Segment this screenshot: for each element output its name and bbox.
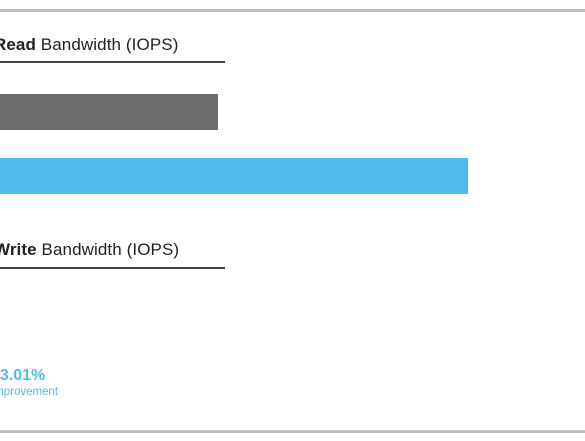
read-improved-bar bbox=[0, 158, 468, 194]
read-improvement-value: 114.57% bbox=[350, 161, 413, 178]
read-improvement-label: Improvement bbox=[350, 180, 418, 192]
write-title-underline bbox=[0, 267, 225, 269]
read-title-rest: Bandwidth (IOPS) bbox=[35, 35, 179, 54]
bottom-divider bbox=[0, 430, 585, 433]
read-panel-title: Read Bandwidth (IOPS) bbox=[0, 35, 178, 55]
read-title-underline bbox=[0, 61, 225, 63]
read-baseline-bar bbox=[0, 94, 218, 130]
write-improvement-label: Improvement bbox=[0, 386, 59, 398]
write-panel-title: Write Bandwidth (IOPS) bbox=[0, 240, 179, 260]
write-improvement-value: 83.01% bbox=[0, 367, 46, 384]
write-title-bold: Write bbox=[0, 240, 37, 259]
read-title-bold: Read bbox=[0, 35, 36, 54]
top-divider bbox=[0, 9, 585, 12]
write-title-rest: Bandwidth (IOPS) bbox=[36, 240, 180, 259]
